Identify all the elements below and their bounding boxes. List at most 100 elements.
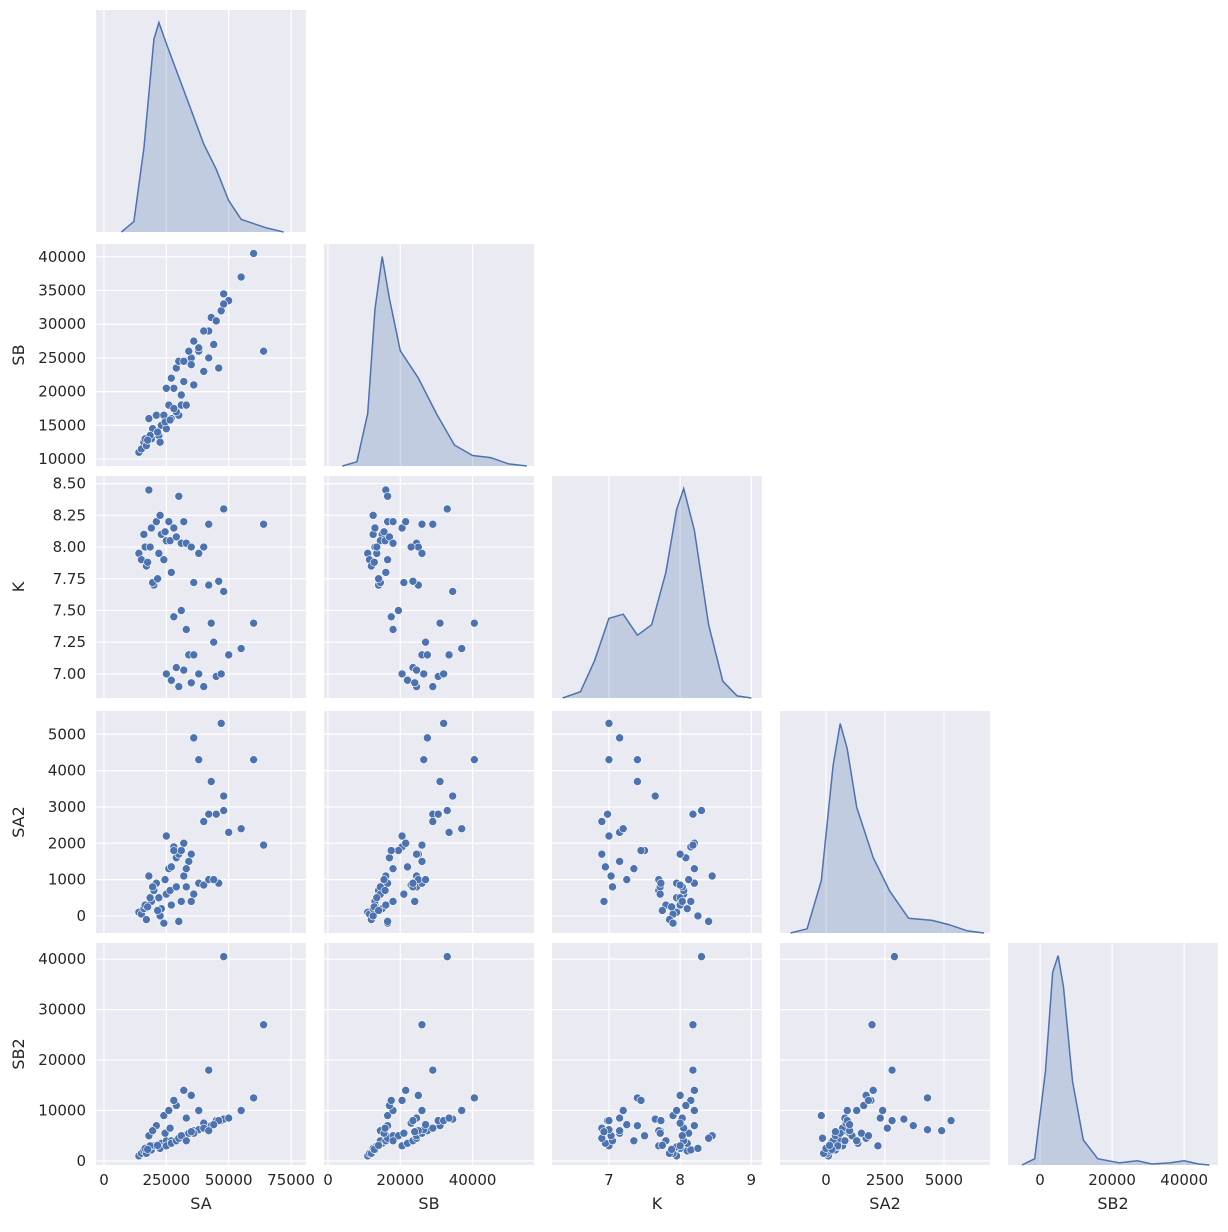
scatter-point	[381, 568, 391, 577]
scatter-point	[428, 1065, 438, 1075]
scatter-point	[162, 383, 171, 393]
y-tick-label: 3000	[48, 798, 86, 816]
scatter-point	[442, 952, 452, 961]
scatter-point	[681, 1101, 691, 1110]
scatter-point	[219, 289, 228, 299]
kde-area	[790, 723, 985, 933]
scatter-point	[176, 390, 186, 400]
scatter-point	[144, 485, 154, 495]
scatter-point	[374, 1141, 383, 1150]
scatter-point	[224, 828, 233, 837]
kde-line	[342, 256, 527, 467]
panel	[96, 476, 306, 698]
scatter-point	[194, 755, 204, 764]
scatter-point	[403, 675, 412, 685]
scatter-point	[143, 1145, 152, 1154]
y-tick-label: 7.75	[53, 570, 86, 588]
scatter-point	[852, 1136, 861, 1146]
scatter-point	[204, 580, 214, 590]
panel	[780, 943, 990, 1165]
scatter-point	[186, 678, 196, 688]
panel-background	[324, 244, 534, 466]
scatter-point	[423, 733, 432, 743]
scatter-point	[379, 527, 389, 537]
scatter-point	[658, 906, 667, 915]
scatter-point	[622, 875, 632, 884]
x-tick-label: 2500	[866, 1171, 904, 1189]
scatter-point	[160, 875, 170, 884]
scatter-point	[368, 911, 378, 921]
scatter-point	[442, 806, 452, 815]
scatter-point	[388, 864, 398, 873]
scatter-point	[194, 669, 204, 679]
scatter-point	[686, 897, 696, 906]
kde-line	[562, 485, 752, 699]
scatter-point	[604, 755, 614, 764]
scatter-point	[704, 917, 713, 926]
scatter-point	[937, 1126, 946, 1135]
scatter-point	[675, 880, 685, 890]
scatter-point	[435, 618, 445, 628]
scatter-point	[618, 1106, 628, 1115]
scatter-point	[152, 410, 161, 420]
scatter-point	[155, 511, 165, 520]
scatter-point	[640, 1131, 649, 1141]
scatter-point	[655, 889, 665, 899]
scatter-point	[179, 357, 189, 366]
scatter-point	[169, 846, 179, 855]
panel-background	[552, 476, 762, 698]
scatter-point	[189, 336, 199, 346]
kde-area	[121, 22, 284, 232]
scatter-point	[444, 650, 454, 660]
scatter-point	[199, 542, 209, 552]
scatter-point	[181, 400, 191, 410]
x-tick-label: 0	[323, 1171, 333, 1189]
scatter-point	[867, 1020, 877, 1030]
x-tick-label: 75000	[267, 1171, 315, 1189]
scatter-point	[199, 367, 209, 376]
scatter-point	[162, 831, 171, 841]
scatter-point	[421, 637, 430, 647]
scatter-point	[186, 897, 196, 906]
scatter-point	[688, 1065, 698, 1075]
panel-background	[552, 711, 762, 933]
scatter-point	[417, 857, 427, 866]
y-tick-label: 15000	[38, 416, 86, 434]
scatter-point	[167, 675, 176, 685]
scatter-point	[840, 1136, 850, 1146]
scatter-point	[169, 523, 179, 533]
scatter-point	[172, 882, 181, 892]
x-axis-label: SB2	[1097, 1194, 1128, 1213]
scatter-point	[167, 373, 176, 383]
y-axis-label: K	[9, 581, 28, 592]
scatter-point	[249, 1093, 258, 1103]
kde-area	[342, 256, 527, 466]
scatter-point	[707, 871, 717, 881]
scatter-point	[875, 1113, 885, 1123]
y-tick-label: 20000	[38, 1051, 86, 1069]
scatter-point	[417, 1106, 427, 1115]
kde-area	[1022, 955, 1210, 1165]
scatter-point	[428, 817, 438, 826]
y-tick-label: 1000	[48, 871, 86, 889]
scatter-point	[401, 1086, 410, 1095]
scatter-point	[216, 719, 226, 728]
scatter-point	[417, 840, 427, 850]
scatter-point	[448, 791, 457, 801]
y-tick-label: 7.25	[53, 633, 86, 651]
scatter-point	[174, 491, 184, 501]
scatter-point	[186, 1091, 196, 1100]
panel	[96, 10, 306, 233]
panel-background	[96, 244, 306, 466]
scatter-point	[179, 838, 189, 848]
scatter-point	[181, 1113, 191, 1123]
scatter-point	[421, 1120, 430, 1129]
scatter-point	[372, 542, 382, 552]
scatter-point	[615, 1126, 624, 1135]
scatter-point	[444, 828, 454, 837]
scatter-point	[397, 1096, 407, 1105]
kde-line	[790, 723, 985, 934]
scatter-point	[147, 523, 156, 533]
scatter-point	[167, 568, 176, 577]
scatter-point	[667, 902, 676, 912]
